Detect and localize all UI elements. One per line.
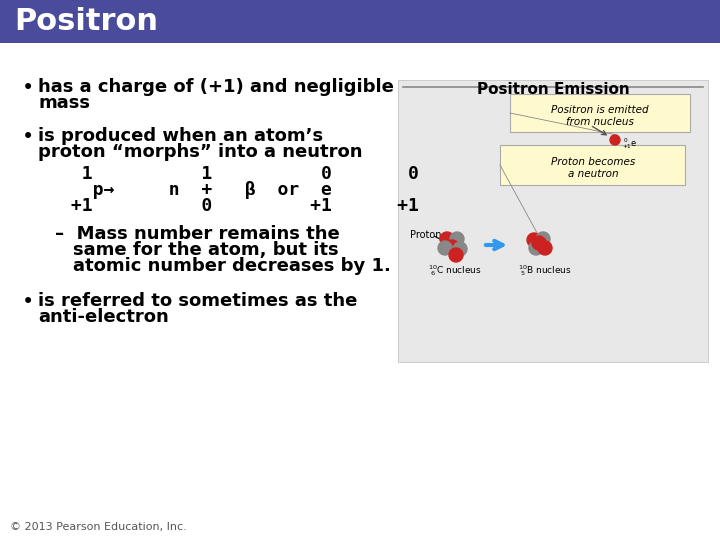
Text: from nucleus: from nucleus: [566, 117, 634, 127]
Text: 1          1          0       0: 1 1 0 0: [60, 165, 419, 183]
Text: $^{\ 0}_{+1}$e: $^{\ 0}_{+1}$e: [622, 137, 638, 151]
Text: Positron Emission: Positron Emission: [477, 82, 629, 97]
Circle shape: [532, 236, 546, 250]
Text: Positron: Positron: [14, 8, 158, 37]
Text: atomic number decreases by 1.: atomic number decreases by 1.: [73, 257, 391, 275]
Text: Positron is emitted: Positron is emitted: [552, 105, 649, 115]
Text: Proton becomes: Proton becomes: [551, 157, 635, 167]
Text: p→     n  +   β  or  e: p→ n + β or e: [60, 181, 332, 199]
Text: $^{10}_{\ 6}$C nucleus: $^{10}_{\ 6}$C nucleus: [428, 263, 482, 278]
Circle shape: [438, 241, 452, 255]
Bar: [500, 145, 685, 185]
Text: –  Mass number remains the: – Mass number remains the: [55, 225, 340, 243]
Circle shape: [440, 232, 454, 246]
Bar: [510, 94, 690, 132]
Circle shape: [445, 240, 459, 254]
Text: is produced when an atom’s: is produced when an atom’s: [38, 127, 323, 145]
Text: •: •: [22, 292, 35, 312]
Circle shape: [453, 242, 467, 256]
Circle shape: [538, 241, 552, 255]
Circle shape: [527, 233, 541, 247]
Text: is referred to sometimes as the: is referred to sometimes as the: [38, 292, 357, 310]
Circle shape: [610, 135, 620, 145]
Bar: [398, 80, 708, 362]
Bar: [0, 0, 720, 43]
Text: •: •: [22, 78, 35, 98]
Text: •: •: [22, 127, 35, 147]
Text: +1          0         +1      +1: +1 0 +1 +1: [60, 197, 419, 215]
Text: a neutron: a neutron: [567, 169, 618, 179]
Text: © 2013 Pearson Education, Inc.: © 2013 Pearson Education, Inc.: [10, 522, 186, 532]
Text: Proton: Proton: [410, 230, 441, 240]
Circle shape: [450, 232, 464, 246]
Text: same for the atom, but its: same for the atom, but its: [73, 241, 338, 259]
Text: has a charge of (+1) and negligible: has a charge of (+1) and negligible: [38, 78, 394, 96]
Text: proton “morphs” into a neutron: proton “morphs” into a neutron: [38, 143, 362, 161]
Circle shape: [536, 232, 550, 246]
Text: anti-electron: anti-electron: [38, 308, 168, 326]
Text: $^{10}_{\ 5}$B nucleus: $^{10}_{\ 5}$B nucleus: [518, 263, 572, 278]
Text: mass: mass: [38, 94, 90, 112]
Circle shape: [449, 248, 463, 262]
Circle shape: [529, 241, 543, 255]
